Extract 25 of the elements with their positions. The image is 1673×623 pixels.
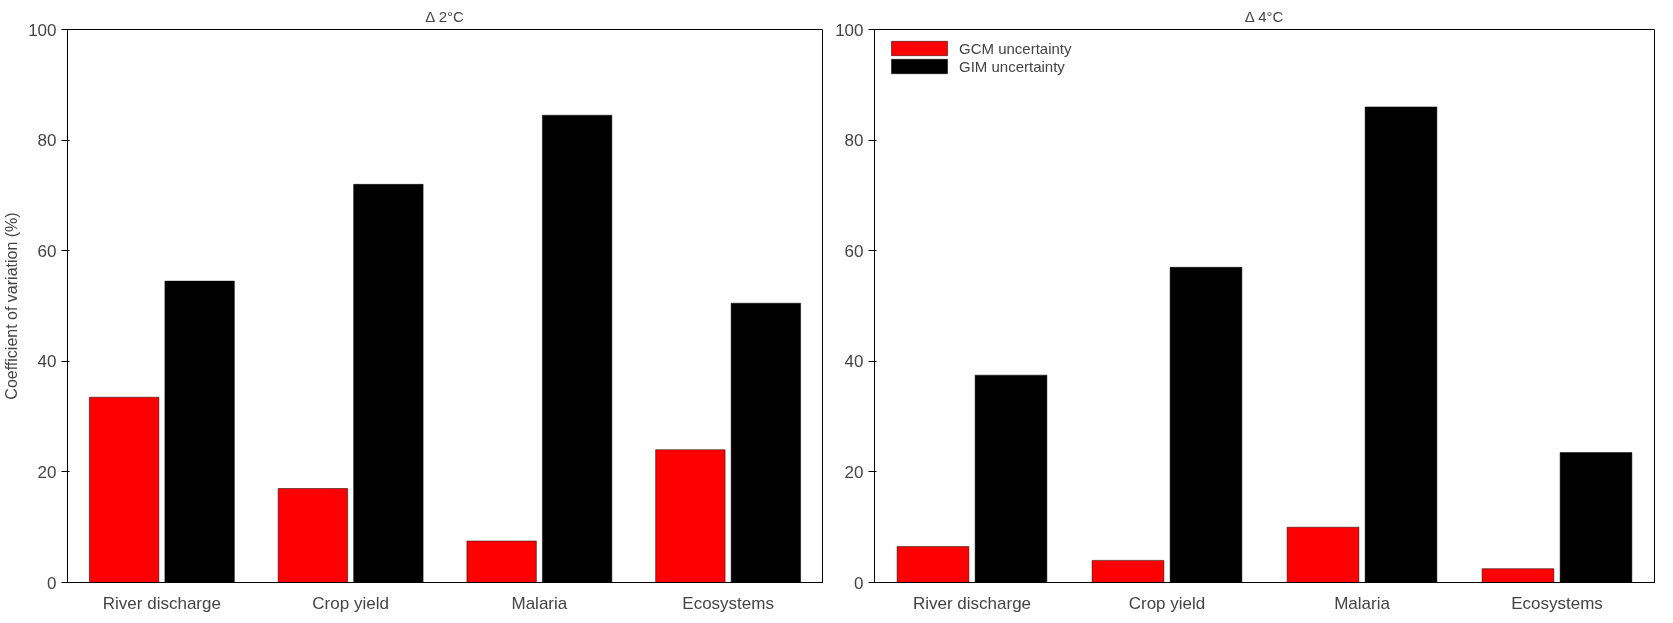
y-tick-label: 100 xyxy=(28,20,57,40)
y-tick-label: 80 xyxy=(37,131,57,151)
x-tick-label: River discharge xyxy=(102,593,221,613)
y-axis-title: Coefficient of variation (%) xyxy=(3,212,21,400)
x-tick-label: Ecosystems xyxy=(1511,593,1603,613)
y-tick-label: 100 xyxy=(835,20,864,40)
x-tick-label: Crop yield xyxy=(1128,593,1206,613)
chart-title: Δ 4°C xyxy=(1244,7,1284,25)
legend-label: GIM uncertainty xyxy=(959,57,1065,75)
x-tick-label: River discharge xyxy=(912,593,1032,613)
y-tick-label: 40 xyxy=(37,352,57,372)
y-tick-label: 0 xyxy=(854,573,864,593)
y-tick-label: 20 xyxy=(37,462,57,482)
y-tick-label: 20 xyxy=(844,462,864,482)
legend-label: GCM uncertainty xyxy=(959,39,1072,57)
y-tick-label: 40 xyxy=(844,352,864,372)
x-tick-label: Malaria xyxy=(511,593,568,613)
x-tick-label: Ecosystems xyxy=(682,593,774,613)
x-tick-label: Crop yield xyxy=(312,593,389,613)
y-tick-label: 60 xyxy=(37,241,57,261)
y-tick-label: 0 xyxy=(47,573,57,593)
y-tick-label: 60 xyxy=(844,241,864,261)
y-tick-label: 80 xyxy=(844,131,864,151)
x-tick-label: Malaria xyxy=(1334,593,1391,613)
chart-title: Δ 2°C xyxy=(425,7,465,25)
